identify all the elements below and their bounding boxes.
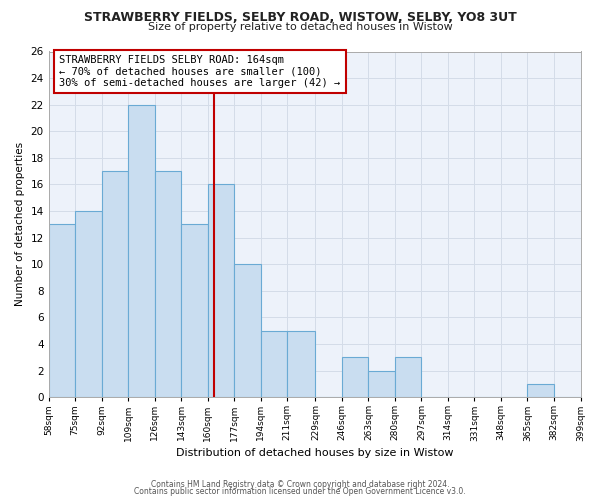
Bar: [75, 211, 101, 397]
Bar: [261, 330, 287, 397]
Text: Contains HM Land Registry data © Crown copyright and database right 2024.: Contains HM Land Registry data © Crown c…: [151, 480, 449, 489]
Bar: [342, 358, 368, 397]
Bar: [155, 171, 181, 397]
Bar: [181, 224, 208, 397]
Bar: [208, 184, 234, 397]
X-axis label: Distribution of detached houses by size in Wistow: Distribution of detached houses by size …: [176, 448, 454, 458]
Text: Contains public sector information licensed under the Open Government Licence v3: Contains public sector information licen…: [134, 487, 466, 496]
Bar: [128, 104, 155, 397]
Bar: [395, 358, 421, 397]
Bar: [368, 370, 395, 397]
Text: Size of property relative to detached houses in Wistow: Size of property relative to detached ho…: [148, 22, 452, 32]
Bar: [287, 330, 316, 397]
Bar: [101, 171, 128, 397]
Bar: [527, 384, 554, 397]
Y-axis label: Number of detached properties: Number of detached properties: [15, 142, 25, 306]
Text: STRAWBERRY FIELDS, SELBY ROAD, WISTOW, SELBY, YO8 3UT: STRAWBERRY FIELDS, SELBY ROAD, WISTOW, S…: [83, 11, 517, 24]
Text: STRAWBERRY FIELDS SELBY ROAD: 164sqm
← 70% of detached houses are smaller (100)
: STRAWBERRY FIELDS SELBY ROAD: 164sqm ← 7…: [59, 55, 341, 88]
Bar: [234, 264, 261, 397]
Bar: [49, 224, 75, 397]
